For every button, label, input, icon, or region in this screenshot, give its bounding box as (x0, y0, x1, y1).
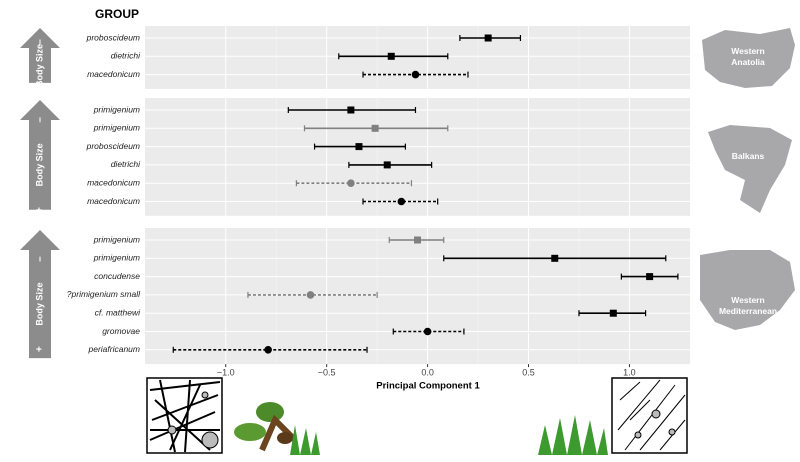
point (383, 161, 391, 169)
x-tick-label: −0.5 (318, 367, 336, 377)
graze-icon (611, 377, 688, 454)
row-label: macedonicum (87, 69, 140, 79)
browse-plants (234, 402, 320, 455)
row-label: proboscideum (86, 141, 140, 151)
map-balkans (708, 125, 792, 213)
panel-background (145, 98, 690, 216)
point (397, 197, 406, 206)
panel-background (145, 228, 690, 365)
row-label: primigenium (93, 253, 140, 263)
point (484, 34, 492, 42)
browse-icon (146, 377, 223, 454)
chart-title: GROUP (95, 7, 139, 21)
body-size-arrow: Body Size + – (20, 100, 60, 213)
region-label: Balkans (732, 151, 765, 161)
region-label: Anatolia (731, 57, 765, 67)
row-label: periafricanum (88, 344, 141, 354)
row-label: ?primigenium small (67, 289, 141, 299)
arrow-plus: + (35, 86, 46, 92)
point (387, 52, 395, 60)
arrow-minus: – (35, 117, 46, 123)
x-axis-title: Principal Component 1 (376, 381, 480, 392)
region-label: Mediterranean (719, 306, 777, 316)
arrow-shape (20, 230, 60, 359)
point (371, 124, 379, 132)
x-tick-label: −1.0 (217, 367, 235, 377)
point (551, 254, 559, 262)
row-label: primigenium (93, 234, 140, 244)
point (264, 346, 272, 354)
row-label: macedonicum (87, 196, 140, 206)
panel-background (145, 26, 690, 89)
arrow-shape (20, 28, 60, 83)
row-label: macedonicum (87, 177, 140, 187)
row-label: primigenium (93, 123, 140, 133)
map-anatolia (702, 28, 795, 88)
arrow-label: Body Size (34, 283, 44, 326)
x-tick-label: 1.0 (623, 367, 636, 377)
point (347, 179, 355, 187)
arrow-plus: + (35, 207, 46, 213)
row-label: cf. matthewi (95, 307, 141, 317)
row-label: gromovae (102, 326, 140, 336)
arrow-minus: – (35, 39, 46, 45)
arrow-plus: + (35, 346, 46, 352)
arrow-label: Body Size (34, 44, 44, 87)
row-label: concudense (94, 271, 140, 281)
arrow-shape (20, 100, 60, 210)
point (306, 291, 315, 299)
map-iberia (700, 250, 795, 330)
point (646, 273, 654, 281)
point (609, 309, 617, 317)
x-tick-label: 0.5 (522, 367, 535, 377)
row-label: proboscideum (86, 32, 140, 42)
point (411, 70, 420, 79)
region-label: Western (731, 295, 764, 305)
body-size-arrow: Body Size + – (20, 230, 60, 359)
graze-grass (538, 415, 608, 455)
region-label: Western (731, 46, 764, 56)
body-size-arrow: Body Size+ – (20, 28, 60, 92)
row-label: primigenium (93, 104, 140, 114)
x-tick-label: 0.0 (421, 367, 434, 377)
point (355, 143, 363, 151)
row-label: dietrichi (111, 51, 141, 61)
point (423, 327, 432, 336)
point (414, 236, 421, 244)
point (347, 106, 355, 114)
arrow-label: Body Size (34, 143, 44, 186)
row-label: dietrichi (111, 159, 141, 169)
arrow-minus: – (35, 256, 46, 262)
